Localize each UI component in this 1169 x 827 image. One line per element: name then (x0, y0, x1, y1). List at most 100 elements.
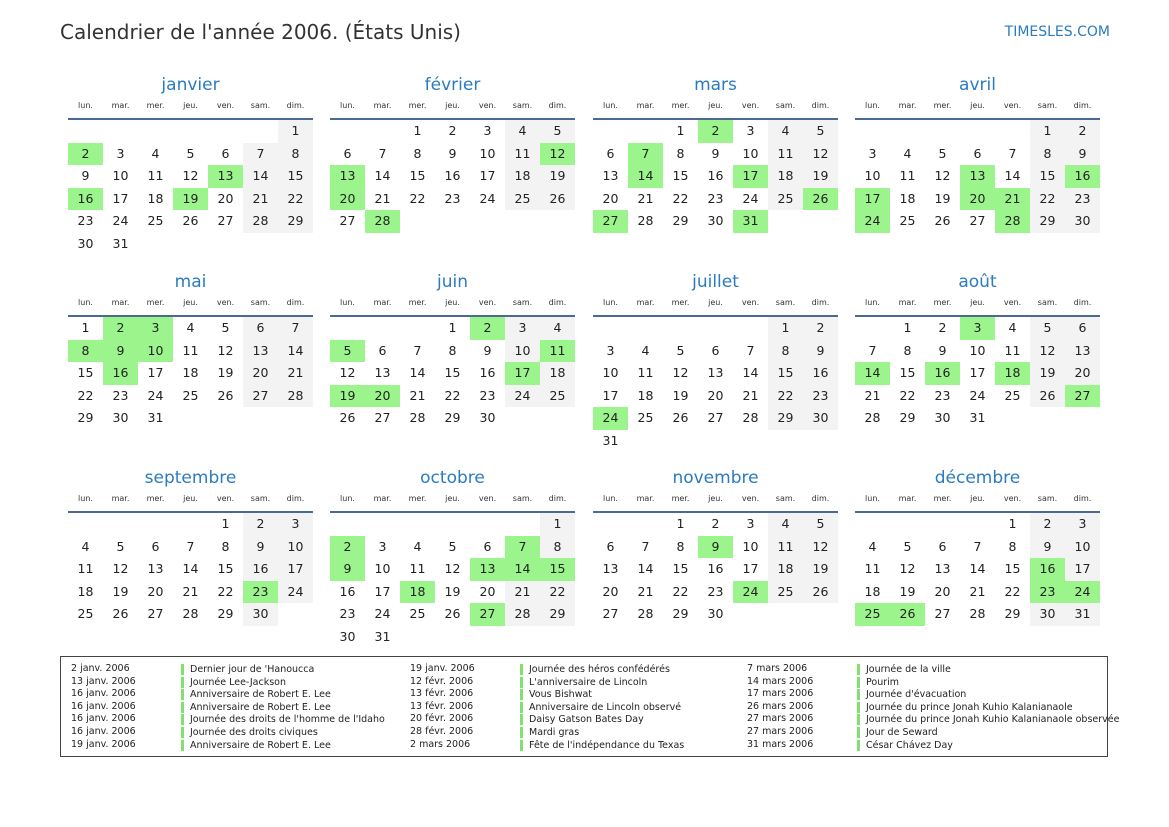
day-cell: 1 (1008, 516, 1017, 531)
empty-cell (173, 513, 208, 536)
holiday-day-cell: 24 (733, 580, 768, 603)
brand-link[interactable]: TIMESLES.COM (1004, 24, 1110, 40)
month-7: juillet lun. mar. mer. jeu. ven. sam. dim. 1 2 3 4 5… (593, 269, 838, 452)
empty-cell (960, 120, 995, 143)
holiday-date: 27 mars 2006 (747, 713, 814, 725)
day-cell: 12 (899, 561, 916, 576)
day-cell: 30 (934, 410, 951, 425)
day-cell: 24 (742, 190, 759, 206)
weekday-label: jeu. (708, 101, 723, 110)
day-cell: 28 (243, 210, 278, 233)
weekday-label: mer. (671, 494, 690, 503)
weekday-label: lun. (865, 494, 880, 503)
day-cell: 17 (147, 365, 164, 380)
day-cell: 17 (742, 561, 759, 576)
day-cell: 28 (742, 410, 759, 425)
month-3: mars lun. mar. mer. jeu. ven. sam. dim. 1 2 3 4 5 6 7 8… (593, 72, 838, 233)
day-cell: 4 (641, 342, 650, 358)
day-cell: 7 (243, 142, 278, 165)
day-cell: 3 (505, 317, 540, 340)
day-cell: 28 (969, 606, 986, 621)
holiday-date: 16 janv. 2006 (71, 725, 136, 737)
day-cell: 20 (479, 583, 496, 599)
day-cell: 25 (409, 606, 426, 621)
day-cell: 11 (637, 365, 654, 380)
empty-cell (628, 317, 663, 340)
weekday-label: dim. (286, 494, 305, 503)
month-grid: 1 2 3 4 5 6 7 8 9 10 11 12 13 14 15 16 17 18 19 20 21 22 23 24 2… (68, 120, 313, 255)
day-cell: 17 (969, 365, 986, 380)
empty-cell (925, 513, 960, 536)
month-name: septembre (144, 468, 237, 488)
empty-cell (400, 513, 435, 536)
day-cell: 14 (742, 365, 759, 380)
day-cell: 9 (938, 342, 947, 358)
day-cell: 21 (742, 387, 759, 403)
holiday-name: Jour de Seward (857, 726, 938, 738)
day-cell: 24 (112, 213, 129, 228)
holiday-name: Mardi gras (520, 726, 579, 738)
weekday-label: jeu. (970, 101, 985, 110)
holiday-day-cell: 16 (68, 187, 103, 210)
weekday-label: dim. (286, 298, 305, 307)
day-cell: 4 (868, 538, 877, 554)
day-cell: 10 (374, 561, 391, 576)
day-cell: 15 (672, 561, 689, 576)
weekday-label: mer. (408, 494, 427, 503)
day-cell: 7 (278, 317, 313, 340)
day-cell: 29 (77, 410, 94, 425)
day-cell: 16 (707, 168, 724, 183)
day-cell: 26 (1030, 384, 1065, 407)
day-cell: 5 (903, 538, 912, 554)
day-cell: 24 (147, 387, 164, 403)
holiday-name: Daisy Gatson Bates Day (520, 714, 644, 726)
holiday-day-cell: 2 (103, 317, 138, 340)
day-cell: 10 (505, 339, 540, 362)
day-cell: 31 (602, 432, 619, 448)
day-cell: 27 (934, 606, 951, 621)
holiday-day-cell: 24 (855, 210, 890, 233)
holiday-date: 2 janv. 2006 (71, 663, 130, 674)
day-cell: 22 (899, 387, 916, 403)
holiday-name: Anniversaire de Robert E. Lee (181, 701, 331, 713)
weekday-label: lun. (340, 494, 355, 503)
day-cell: 6 (483, 538, 492, 554)
month-grid: 1 2 3 4 5 6 7 8 9 10 11 12 13 14 15 16 17 18 19 20 21 22 23 24 2… (330, 513, 575, 648)
day-cell: 8 (221, 538, 230, 554)
holiday-day-cell: 14 (628, 165, 663, 188)
empty-cell (593, 317, 628, 340)
day-cell: 19 (540, 165, 575, 188)
weekday-label: lun. (865, 298, 880, 307)
holiday-day-cell: 19 (330, 384, 365, 407)
day-cell: 9 (711, 145, 720, 161)
day-cell: 10 (112, 168, 129, 183)
day-cell: 10 (864, 168, 881, 183)
holiday-day-cell: 3 (138, 317, 173, 340)
day-cell: 24 (505, 384, 540, 407)
month-name: juin (437, 272, 468, 292)
empty-cell (243, 120, 278, 143)
day-cell: 1 (448, 320, 457, 335)
day-cell: 5 (803, 120, 838, 143)
day-cell: 4 (540, 317, 575, 340)
holiday-day-cell: 16 (103, 362, 138, 385)
page-title: Calendrier de l'année 2006. (États Unis) (60, 20, 461, 44)
day-cell: 13 (374, 365, 391, 380)
day-cell: 12 (339, 365, 356, 380)
weekday-label: jeu. (708, 298, 723, 307)
day-cell: 30 (707, 213, 724, 228)
holiday-day-cell: 27 (593, 210, 628, 233)
day-cell: 9 (1065, 142, 1100, 165)
day-cell: 24 (278, 580, 313, 603)
holiday-day-cell: 13 (960, 165, 995, 188)
day-cell: 7 (868, 342, 877, 358)
weekday-label: dim. (548, 298, 567, 307)
day-cell: 23 (707, 190, 724, 206)
day-cell: 9 (81, 168, 90, 183)
day-cell: 6 (378, 342, 387, 358)
holiday-date: 27 mars 2006 (747, 725, 814, 737)
weekday-label: mer. (933, 298, 952, 307)
holiday-day-cell: 8 (68, 339, 103, 362)
weekday-label: dim. (286, 101, 305, 110)
day-cell: 14 (409, 365, 426, 380)
